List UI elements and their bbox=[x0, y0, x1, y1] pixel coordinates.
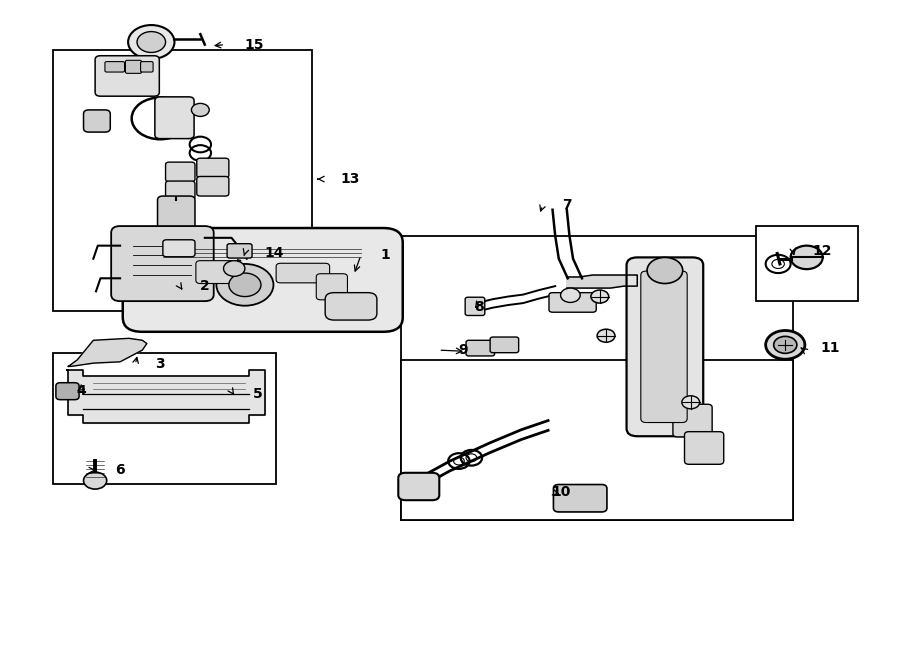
Bar bbox=[401, 360, 793, 520]
Circle shape bbox=[229, 273, 261, 297]
Circle shape bbox=[790, 246, 823, 269]
FancyBboxPatch shape bbox=[163, 240, 195, 256]
Circle shape bbox=[647, 257, 683, 284]
FancyBboxPatch shape bbox=[316, 274, 347, 300]
Polygon shape bbox=[567, 275, 637, 288]
Circle shape bbox=[766, 330, 805, 359]
Text: 13: 13 bbox=[340, 172, 360, 186]
Text: 14: 14 bbox=[265, 246, 284, 260]
FancyBboxPatch shape bbox=[491, 337, 518, 353]
Text: 12: 12 bbox=[813, 244, 833, 258]
FancyBboxPatch shape bbox=[95, 56, 159, 97]
FancyBboxPatch shape bbox=[125, 60, 141, 73]
Polygon shape bbox=[68, 338, 147, 366]
FancyBboxPatch shape bbox=[399, 473, 439, 500]
Bar bbox=[401, 236, 793, 520]
Circle shape bbox=[682, 396, 699, 408]
Circle shape bbox=[128, 25, 175, 59]
Circle shape bbox=[774, 336, 796, 354]
FancyBboxPatch shape bbox=[166, 162, 195, 182]
FancyBboxPatch shape bbox=[140, 61, 153, 72]
Circle shape bbox=[137, 32, 166, 52]
Text: 11: 11 bbox=[821, 341, 841, 355]
FancyBboxPatch shape bbox=[673, 405, 712, 437]
FancyBboxPatch shape bbox=[685, 432, 724, 464]
Circle shape bbox=[84, 472, 107, 489]
FancyBboxPatch shape bbox=[465, 297, 485, 315]
Circle shape bbox=[216, 264, 274, 305]
FancyBboxPatch shape bbox=[196, 260, 240, 284]
Text: 9: 9 bbox=[458, 343, 468, 357]
FancyBboxPatch shape bbox=[549, 293, 596, 312]
Polygon shape bbox=[67, 369, 265, 423]
Bar bbox=[756, 226, 859, 301]
FancyBboxPatch shape bbox=[227, 244, 252, 258]
Text: 2: 2 bbox=[200, 279, 209, 293]
FancyBboxPatch shape bbox=[112, 226, 213, 301]
Text: 15: 15 bbox=[245, 38, 265, 52]
FancyBboxPatch shape bbox=[166, 181, 195, 200]
Bar bbox=[53, 50, 311, 311]
FancyBboxPatch shape bbox=[56, 383, 79, 400]
FancyBboxPatch shape bbox=[155, 97, 194, 139]
Circle shape bbox=[597, 329, 615, 342]
Circle shape bbox=[591, 290, 608, 303]
FancyBboxPatch shape bbox=[626, 257, 703, 436]
FancyBboxPatch shape bbox=[325, 293, 377, 320]
Text: 10: 10 bbox=[552, 485, 571, 499]
Text: 7: 7 bbox=[562, 198, 572, 212]
Text: 5: 5 bbox=[253, 387, 263, 401]
FancyBboxPatch shape bbox=[105, 61, 124, 72]
FancyBboxPatch shape bbox=[641, 271, 688, 422]
FancyBboxPatch shape bbox=[554, 485, 607, 512]
FancyBboxPatch shape bbox=[276, 263, 329, 283]
Circle shape bbox=[192, 103, 209, 116]
FancyBboxPatch shape bbox=[197, 176, 229, 196]
Text: 4: 4 bbox=[76, 383, 86, 397]
Circle shape bbox=[561, 288, 581, 303]
FancyBboxPatch shape bbox=[466, 340, 495, 356]
FancyBboxPatch shape bbox=[84, 110, 111, 132]
Text: 6: 6 bbox=[114, 463, 124, 477]
Text: 3: 3 bbox=[155, 358, 165, 371]
Bar bbox=[53, 354, 276, 484]
Circle shape bbox=[223, 260, 245, 276]
FancyBboxPatch shape bbox=[158, 196, 195, 230]
Text: 8: 8 bbox=[474, 300, 484, 314]
FancyBboxPatch shape bbox=[197, 158, 229, 178]
FancyBboxPatch shape bbox=[122, 228, 402, 332]
Text: 1: 1 bbox=[381, 249, 391, 262]
